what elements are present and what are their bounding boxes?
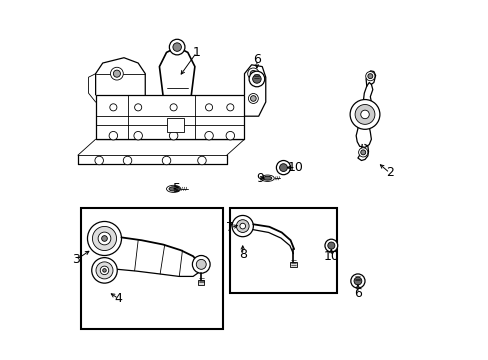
Circle shape bbox=[250, 96, 256, 101]
Circle shape bbox=[100, 266, 108, 275]
Circle shape bbox=[226, 104, 233, 111]
Text: 5: 5 bbox=[173, 183, 181, 195]
Circle shape bbox=[162, 156, 170, 165]
Polygon shape bbox=[96, 95, 244, 139]
Circle shape bbox=[248, 71, 264, 87]
Circle shape bbox=[169, 131, 178, 140]
Circle shape bbox=[134, 104, 142, 111]
Circle shape bbox=[197, 156, 206, 165]
Circle shape bbox=[276, 161, 290, 175]
Circle shape bbox=[327, 242, 334, 249]
Ellipse shape bbox=[169, 187, 178, 191]
Text: 4: 4 bbox=[115, 292, 122, 305]
Text: 6: 6 bbox=[252, 53, 260, 66]
Circle shape bbox=[360, 150, 365, 155]
Circle shape bbox=[110, 104, 117, 111]
Circle shape bbox=[87, 221, 121, 256]
Circle shape bbox=[92, 226, 116, 251]
Circle shape bbox=[353, 277, 361, 285]
Circle shape bbox=[109, 131, 118, 140]
Bar bbox=[166, 118, 184, 132]
Circle shape bbox=[96, 262, 113, 279]
Ellipse shape bbox=[263, 176, 271, 180]
Circle shape bbox=[113, 70, 120, 77]
Text: 7: 7 bbox=[226, 221, 234, 234]
Circle shape bbox=[236, 220, 248, 233]
Circle shape bbox=[365, 72, 374, 81]
Circle shape bbox=[232, 215, 253, 237]
Circle shape bbox=[240, 223, 245, 229]
Circle shape bbox=[170, 104, 177, 111]
Text: 3: 3 bbox=[72, 253, 80, 266]
Bar bbox=[289, 262, 296, 267]
Circle shape bbox=[360, 110, 368, 119]
Circle shape bbox=[250, 71, 256, 77]
Circle shape bbox=[98, 232, 111, 245]
Circle shape bbox=[204, 131, 213, 140]
Bar bbox=[198, 280, 204, 284]
Text: 2: 2 bbox=[385, 166, 393, 179]
Circle shape bbox=[252, 75, 261, 83]
Bar bbox=[81, 208, 223, 329]
Text: 6: 6 bbox=[353, 287, 361, 300]
Circle shape bbox=[102, 269, 106, 272]
Circle shape bbox=[367, 74, 372, 78]
Circle shape bbox=[225, 131, 234, 140]
Text: 10: 10 bbox=[323, 250, 339, 263]
Circle shape bbox=[110, 67, 123, 80]
Circle shape bbox=[169, 39, 184, 55]
Circle shape bbox=[192, 256, 210, 273]
Circle shape bbox=[102, 236, 107, 241]
Circle shape bbox=[358, 148, 367, 157]
Circle shape bbox=[196, 260, 206, 269]
Circle shape bbox=[349, 100, 379, 129]
Circle shape bbox=[354, 104, 374, 124]
Text: 10: 10 bbox=[287, 161, 303, 174]
Circle shape bbox=[325, 239, 337, 252]
Text: 8: 8 bbox=[238, 248, 246, 261]
Text: 1: 1 bbox=[192, 46, 200, 59]
Circle shape bbox=[123, 156, 132, 165]
Circle shape bbox=[173, 43, 181, 51]
Circle shape bbox=[350, 274, 364, 288]
Ellipse shape bbox=[166, 185, 181, 192]
Text: 9: 9 bbox=[256, 172, 264, 185]
Bar bbox=[230, 208, 336, 293]
Circle shape bbox=[279, 164, 287, 171]
Circle shape bbox=[248, 94, 258, 103]
Circle shape bbox=[205, 104, 212, 111]
Ellipse shape bbox=[260, 175, 274, 181]
Circle shape bbox=[134, 131, 142, 140]
Circle shape bbox=[92, 258, 117, 283]
Circle shape bbox=[247, 68, 259, 79]
Circle shape bbox=[95, 156, 103, 165]
